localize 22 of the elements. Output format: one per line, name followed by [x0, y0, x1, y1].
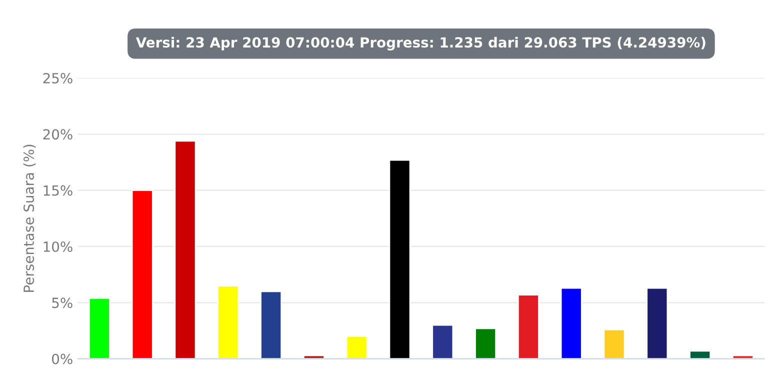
bar — [131, 190, 154, 359]
y-tick-label: 15% — [44, 185, 72, 196]
chart-title: Versi: 23 Apr 2019 07:00:04 Progress: 1.235 dari 29.063 TPS (4.24939%) — [136, 36, 706, 50]
y-tick-label: 0% — [52, 354, 72, 364]
bar — [88, 297, 110, 359]
y-tick-label: 20% — [43, 129, 72, 140]
y-tick-label: 25% — [43, 72, 72, 84]
bar — [432, 324, 454, 359]
bar — [603, 328, 626, 359]
y-axis-title: Persentase Suara (%) — [23, 144, 36, 292]
bar — [517, 294, 540, 359]
bar — [474, 328, 497, 359]
bar — [260, 290, 282, 359]
bar — [346, 336, 368, 359]
bar — [217, 285, 240, 359]
bar — [646, 287, 668, 359]
y-tick-label: 5% — [52, 298, 72, 308]
bar — [689, 350, 712, 359]
y-tick-label: 10% — [44, 241, 72, 252]
bar — [560, 287, 582, 359]
bar — [174, 140, 196, 359]
bar — [388, 159, 411, 359]
